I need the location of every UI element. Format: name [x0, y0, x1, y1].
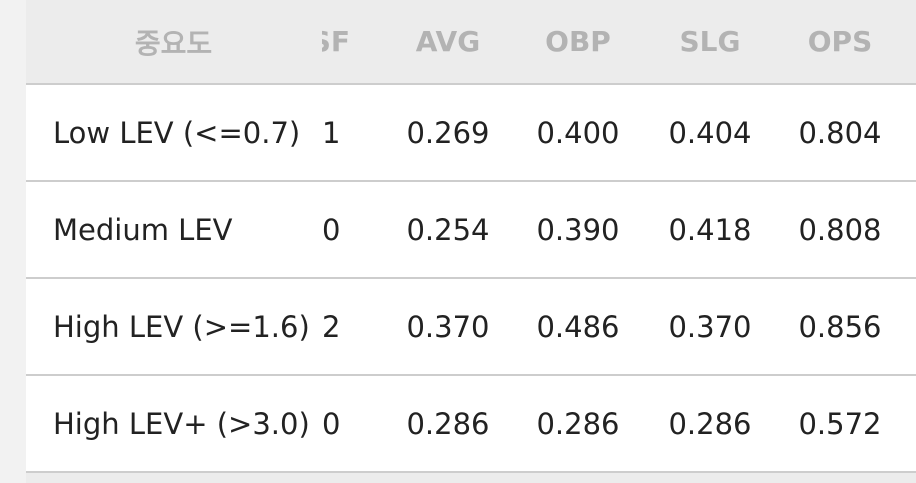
table-cell: 1 — [322, 115, 341, 150]
header-cell: OBP — [545, 25, 611, 58]
table-cell: 0.572 — [798, 406, 882, 441]
table-row: High LEV+ (>3.0) 0 0.286 0.286 0.286 0.572 — [26, 376, 916, 473]
table-cell: 0.370 — [406, 309, 490, 344]
table-cell: 0.418 — [668, 212, 752, 247]
table-row: Low LEV (<=0.7) 1 0.269 0.400 0.404 0.804 — [26, 85, 916, 182]
header-cell: SLG — [679, 25, 741, 58]
table-cell: 0.269 — [406, 115, 490, 150]
table-cell: 0.808 — [798, 212, 882, 247]
table-cell: 0.286 — [668, 406, 752, 441]
stats-table: 중요도 SF AVG OBP SLG OPS Low LEV (<=0.7) 1 0.269 0… — [26, 0, 916, 483]
table-cell: 0.390 — [536, 212, 620, 247]
row-label: Medium LEV — [53, 212, 233, 247]
table-cell: 0.486 — [536, 309, 620, 344]
table-row: Medium LEV 0 0.254 0.390 0.418 0.808 — [26, 182, 916, 279]
row-label: High LEV (>=1.6) — [53, 309, 310, 344]
table-cell: 0 — [322, 212, 341, 247]
row-label: Low LEV (<=0.7) — [53, 115, 301, 150]
table-cell: 0.286 — [406, 406, 490, 441]
header-cell: AVG — [415, 25, 481, 58]
table-cell: 0.286 — [536, 406, 620, 441]
table-cell: 2 — [322, 309, 341, 344]
header-cell: 중요도 — [134, 26, 213, 60]
table-cell: 0.404 — [668, 115, 752, 150]
table-cell: 0.254 — [406, 212, 490, 247]
table-cell: 0 — [322, 406, 341, 441]
table-row: High LEV (>=1.6) 2 0.370 0.486 0.370 0.856 — [26, 279, 916, 376]
table-cell: 0.370 — [668, 309, 752, 344]
row-label: High LEV+ (>3.0) — [53, 406, 310, 441]
table-cell: 0.804 — [798, 115, 882, 150]
table-cell: 0.400 — [536, 115, 620, 150]
header-cell: OPS — [807, 25, 873, 58]
table-header: 중요도 SF AVG OBP SLG OPS — [26, 0, 916, 85]
table-cell: 0.856 — [798, 309, 882, 344]
header-cell: SF — [322, 25, 350, 58]
